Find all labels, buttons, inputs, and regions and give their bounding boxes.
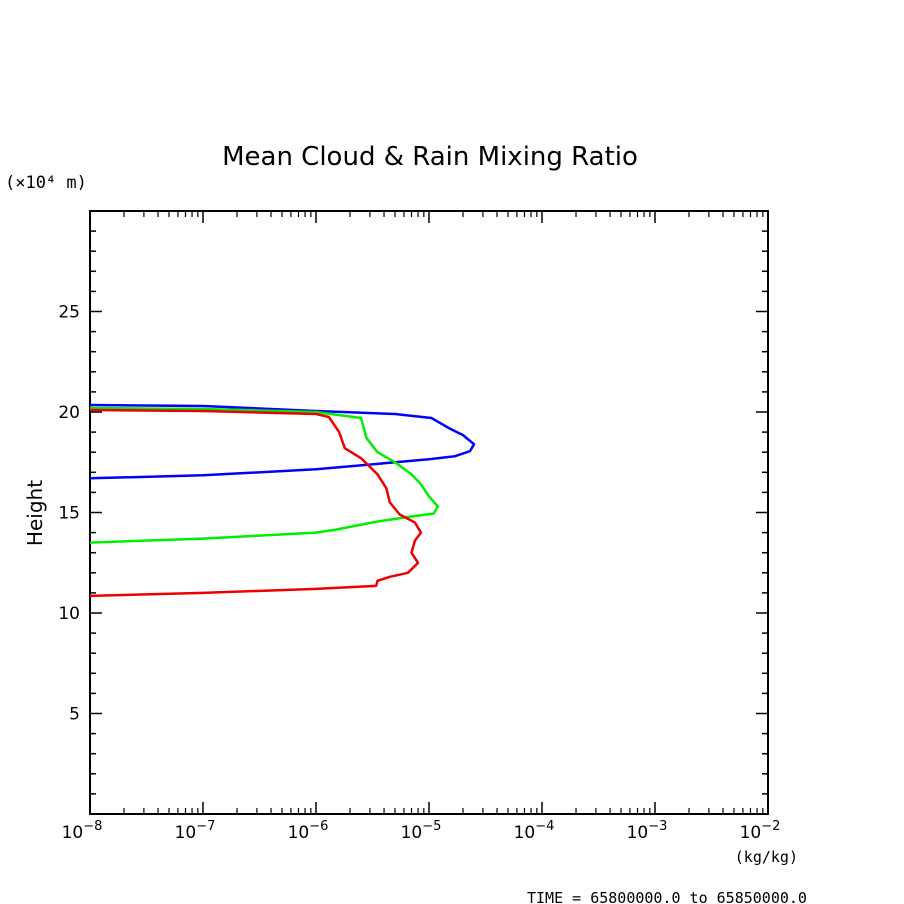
y-tick-label: 10 xyxy=(58,604,80,624)
time-footer: TIME = 65800000.0 to 65850000.0 xyxy=(527,889,807,904)
x-tick-label: 10−2 xyxy=(740,819,781,843)
chart-title: Mean Cloud & Rain Mixing Ratio xyxy=(222,142,638,172)
x-tick-label: 10−3 xyxy=(627,819,668,843)
axis-ticks xyxy=(89,211,769,814)
series-line-3 xyxy=(89,408,423,598)
series-lines xyxy=(89,403,476,598)
tick-labels: 5 10 15 20 25 10−8 10−7 10−6 10−5 10−4 10−3 10−2 xyxy=(58,303,780,844)
series-line-2 xyxy=(89,406,440,544)
series-line-1 xyxy=(89,403,476,480)
y-multiplier-label: (×10⁴ m) xyxy=(5,173,87,193)
x-unit-label: (kg/kg) xyxy=(735,848,798,866)
x-tick-label: 10−6 xyxy=(288,819,329,843)
y-axis-label: Height xyxy=(23,480,47,546)
y-tick-label: 20 xyxy=(58,403,80,423)
x-tick-label: 10−8 xyxy=(62,819,103,843)
y-tick-label: 25 xyxy=(58,303,80,323)
y-tick-label: 5 xyxy=(69,705,80,725)
x-tick-label: 10−5 xyxy=(401,819,442,843)
x-tick-label: 10−4 xyxy=(514,819,555,843)
x-tick-label: 10−7 xyxy=(175,819,216,843)
y-tick-label: 15 xyxy=(58,504,80,524)
plot-frame xyxy=(89,210,769,815)
